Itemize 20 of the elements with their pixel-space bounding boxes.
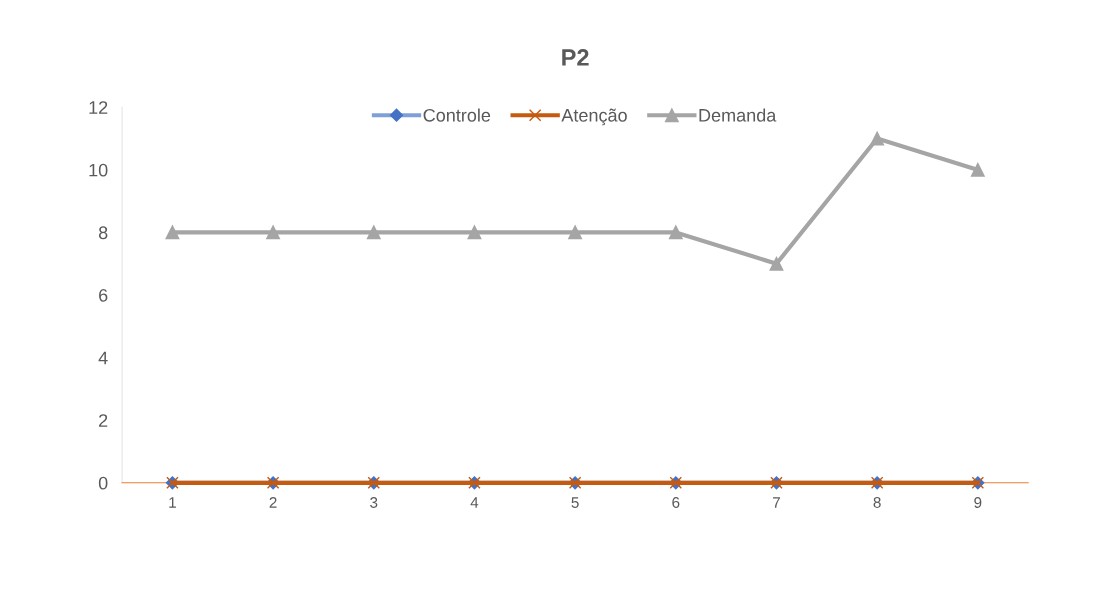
chart-title: P2 — [562, 49, 589, 66]
x-tick-label: 1 — [169, 497, 176, 508]
y-tick-label: 12 — [89, 101, 108, 114]
x-tick-label: 7 — [773, 497, 780, 508]
x-tick-label: 8 — [873, 497, 881, 508]
y-tick-label: 10 — [89, 163, 108, 177]
legend-label: Controle — [423, 108, 491, 122]
x-tick-label: 5 — [571, 497, 579, 508]
x-tick-label: 4 — [470, 497, 479, 508]
y-tick-label: 0 — [98, 476, 108, 490]
legend-label: Atenção — [561, 108, 627, 126]
y-tick-label: 4 — [98, 351, 108, 365]
x-tick-label: 3 — [370, 497, 378, 508]
x-tick-label: 9 — [974, 497, 982, 508]
y-tick-label: 6 — [99, 288, 108, 302]
y-tick-label: 8 — [98, 226, 108, 240]
x-tick-label: 2 — [269, 497, 277, 508]
legend-label: Demanda — [699, 108, 777, 122]
y-tick-label: 2 — [99, 414, 108, 427]
x-tick-label: 6 — [672, 497, 680, 508]
